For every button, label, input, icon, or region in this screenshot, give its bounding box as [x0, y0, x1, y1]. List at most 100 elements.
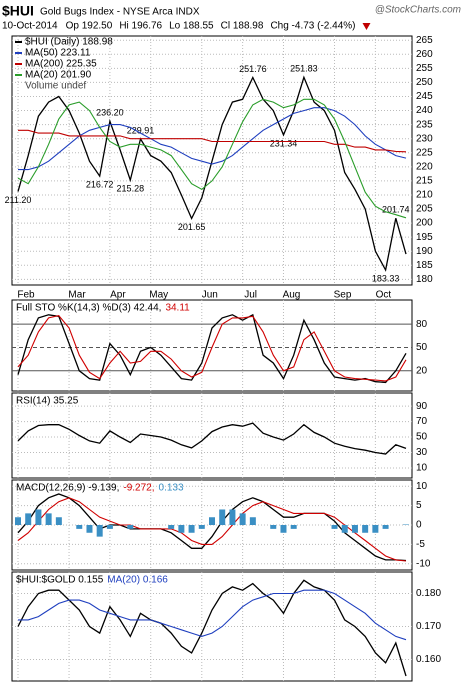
x-tick-label: May — [149, 290, 168, 301]
panel-frame — [11, 299, 413, 392]
legend-label: $HUI (Daily) 188.98 — [25, 37, 113, 48]
legend-label: -9.272, — [123, 483, 154, 494]
histogram-bar — [188, 525, 195, 533]
value-label: 216.72 — [86, 179, 114, 189]
legend-label: MA(50) 223.11 — [25, 48, 91, 59]
series-line — [17, 493, 407, 562]
series-line — [17, 313, 407, 384]
y-tick-label: 205 — [416, 204, 433, 215]
quote-line: 10-Oct-2014 Op 192.50 Hi 196.76 Lo 188.55 C… — [2, 21, 355, 32]
y-tick-label: 240 — [416, 105, 433, 116]
y-tick-label: 215 — [416, 176, 433, 187]
quote-item: Hi 196.76 — [119, 21, 162, 32]
histogram-bar — [209, 517, 215, 525]
legend-label: Volume undef — [25, 81, 86, 92]
y-tick-label: 0.180 — [416, 588, 441, 599]
histogram-bar — [219, 509, 226, 525]
y-tick-label: 0.160 — [416, 654, 441, 665]
legend-label: $HUI:$GOLD 0.155 — [16, 575, 104, 586]
y-tick-label: 10 — [416, 463, 428, 474]
histogram-bar — [168, 525, 175, 529]
histogram-bar — [249, 517, 256, 525]
y-tick-label: 0 — [416, 520, 422, 531]
histogram-bar — [331, 525, 338, 529]
histogram-bar — [362, 525, 369, 533]
series-line — [18, 107, 407, 171]
y-tick-label: 260 — [416, 49, 433, 60]
x-tick-label: Jun — [202, 290, 218, 301]
y-tick-label: 0.170 — [416, 621, 441, 632]
y-tick-label: 255 — [416, 63, 433, 74]
series-line — [18, 129, 407, 153]
y-tick-label: 235 — [416, 119, 433, 130]
x-tick-label: Feb — [17, 290, 35, 301]
quote-item: Lo 188.55 — [169, 21, 214, 32]
legend-label: 34.11 — [165, 303, 190, 314]
value-label: 236.20 — [96, 108, 124, 118]
y-tick-label: 70 — [416, 416, 428, 427]
legend-label: MACD(12,26,9) -9.139, — [16, 483, 119, 494]
series-line — [18, 589, 407, 641]
histogram-bar — [55, 517, 62, 525]
y-tick-label: 50 — [416, 432, 428, 443]
y-tick-label: 50 — [416, 342, 428, 353]
histogram-bar — [198, 525, 205, 529]
quote-item: Cl 188.98 — [221, 21, 264, 32]
y-tick-label: 245 — [416, 91, 433, 102]
histogram-bar — [229, 509, 236, 525]
down-arrow — [362, 23, 371, 30]
legend-label: 0.133 — [159, 483, 184, 494]
series-line — [17, 75, 407, 272]
histogram-bar — [35, 509, 42, 525]
x-tick-label: Apr — [110, 290, 126, 301]
y-tick-label: 180 — [416, 274, 433, 285]
histogram-bar — [25, 513, 32, 525]
y-tick-label: 185 — [416, 260, 433, 271]
histogram-bar — [351, 525, 358, 533]
series-line — [17, 579, 407, 677]
value-label: 201.65 — [178, 222, 206, 232]
y-tick-label: 90 — [416, 401, 428, 412]
symbol: $HUI — [2, 3, 34, 19]
y-tick-label: 190 — [416, 246, 433, 257]
x-tick-label: Aug — [283, 290, 301, 301]
histogram-bar — [382, 525, 389, 529]
y-tick-label: 195 — [416, 232, 433, 243]
y-tick-label: 80 — [416, 319, 428, 330]
histogram-bar — [270, 525, 277, 529]
histogram-bar — [239, 513, 246, 525]
value-label: 229.91 — [127, 125, 155, 135]
histogram-bar — [15, 517, 21, 525]
quote-item: Chg -4.73 (-2.44%) — [270, 21, 355, 32]
value-label: 201.74 — [382, 205, 410, 215]
y-tick-label: 30 — [416, 447, 428, 458]
histogram-bar — [45, 513, 52, 525]
histogram-bar — [341, 525, 348, 533]
series-line — [17, 497, 407, 562]
y-tick-label: 250 — [416, 77, 433, 88]
histogram-bar — [86, 525, 93, 533]
legend-label: RSI(14) 35.25 — [16, 396, 79, 407]
y-tick-label: 200 — [416, 218, 433, 229]
histogram-bar — [106, 525, 113, 529]
histogram-bar — [403, 524, 409, 525]
panel-frame — [11, 392, 413, 479]
y-tick-label: 10 — [416, 481, 428, 492]
legend-label: MA(20) 201.90 — [25, 70, 92, 81]
date: 10-Oct-2014 — [2, 21, 58, 32]
y-tick-label: 5 — [416, 500, 422, 511]
y-tick-label: -10 — [416, 558, 431, 569]
y-tick-label: 20 — [416, 365, 428, 376]
value-label: 251.76 — [239, 64, 267, 74]
value-label: 183.33 — [372, 273, 400, 283]
legend-label: MA(20) 0.166 — [107, 575, 168, 586]
y-tick-label: 210 — [416, 190, 433, 201]
y-tick-label: 225 — [416, 147, 433, 158]
series-line — [17, 314, 407, 382]
histogram-bar — [280, 525, 287, 533]
histogram-bar — [178, 525, 185, 533]
histogram-bar — [290, 525, 297, 529]
histogram-bar — [372, 525, 379, 533]
y-tick-label: 230 — [416, 133, 433, 144]
